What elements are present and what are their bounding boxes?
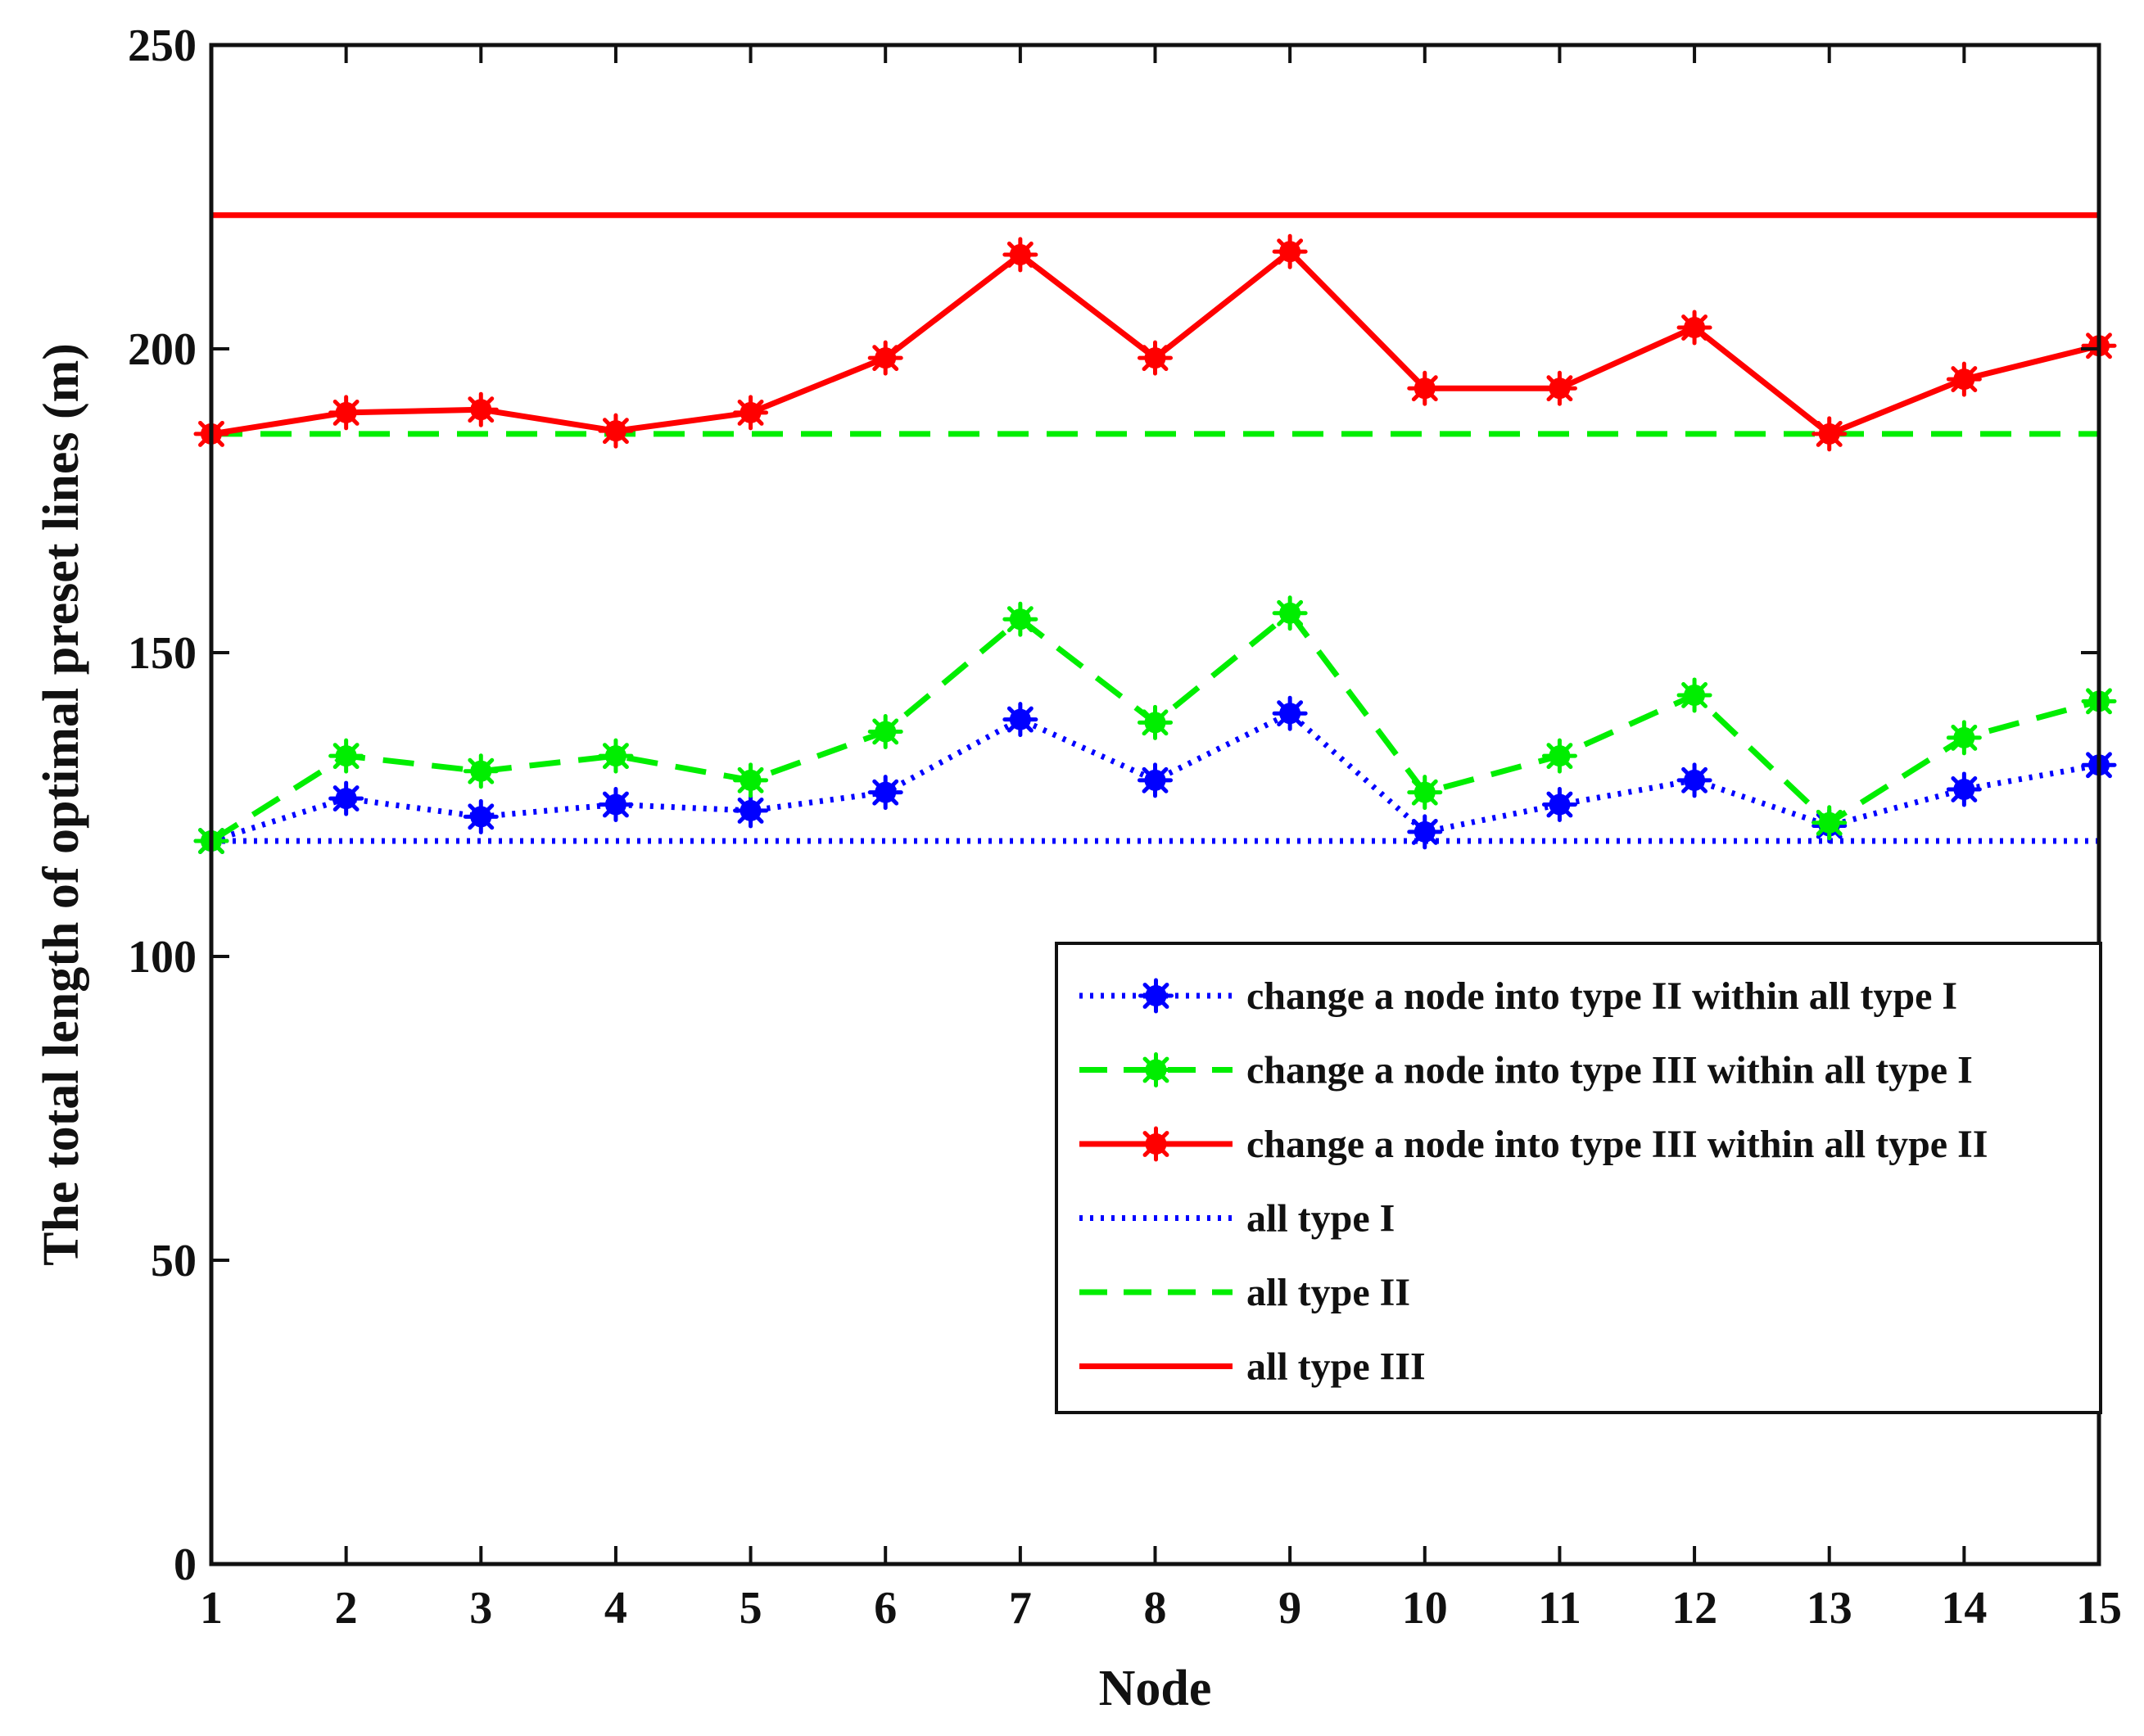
y-tick-label: 50 — [151, 1236, 197, 1286]
series-3-point-14 — [1946, 361, 1982, 397]
x-tick-label: 13 — [1807, 1583, 1852, 1634]
series-2-point-9 — [1272, 595, 1308, 631]
x-tick-label: 5 — [740, 1583, 762, 1634]
series-2-point-2 — [328, 738, 364, 774]
x-tick-label: 2 — [335, 1583, 358, 1634]
y-tick-label: 0 — [174, 1539, 197, 1590]
series-1-point-11 — [1541, 787, 1577, 822]
series-1-point-2 — [328, 780, 364, 816]
legend-marker-1 — [1138, 978, 1174, 1014]
legend-marker-2 — [1138, 1052, 1174, 1087]
series-2-point-5 — [733, 762, 769, 798]
series-2-point-4 — [598, 738, 634, 774]
series-3-point-8 — [1138, 340, 1173, 376]
y-axis-title: The total length of optimal preset lines… — [34, 343, 89, 1266]
series-3-point-10 — [1407, 370, 1443, 406]
series-2-point-12 — [1676, 677, 1712, 713]
y-tick-label: 100 — [128, 932, 197, 983]
series-3-point-13 — [1812, 416, 1848, 452]
x-tick-label: 8 — [1144, 1583, 1167, 1634]
series-3-point-9 — [1272, 233, 1308, 269]
series-1-point-6 — [867, 775, 903, 811]
series-1-point-9 — [1272, 695, 1308, 731]
series-3-point-7 — [1002, 237, 1038, 273]
x-tick-label: 3 — [469, 1583, 492, 1634]
y-tick-label: 250 — [128, 20, 197, 71]
legend-label-2: change a node into type III within all t… — [1246, 1049, 1973, 1092]
x-tick-label: 1 — [200, 1583, 223, 1634]
series-3-point-2 — [328, 395, 364, 431]
series-2-point-3 — [463, 753, 499, 789]
series-1-point-12 — [1676, 762, 1712, 798]
series-1-point-4 — [598, 787, 634, 822]
series-3-point-12 — [1676, 310, 1712, 346]
series-layer — [193, 212, 2117, 859]
y-tick-label: 200 — [128, 324, 197, 375]
series-3-point-11 — [1541, 370, 1577, 406]
series-1-point-10 — [1407, 814, 1443, 850]
series-2-point-8 — [1138, 704, 1173, 740]
series-3-point-3 — [463, 391, 499, 427]
legend-label-4: all type I — [1246, 1197, 1395, 1241]
series-2-point-14 — [1946, 720, 1982, 756]
series-2-point-11 — [1541, 738, 1577, 774]
x-tick-label: 12 — [1671, 1583, 1717, 1634]
legend: change a node into type II within all ty… — [1055, 942, 2102, 1414]
legend-label-6: all type III — [1246, 1345, 1426, 1389]
legend-marker-3 — [1138, 1126, 1174, 1162]
legend-label-5: all type II — [1246, 1271, 1410, 1314]
series-2-point-7 — [1002, 601, 1038, 637]
series-3-point-4 — [598, 413, 634, 449]
x-tick-label: 7 — [1009, 1583, 1032, 1634]
legend-label-3: change a node into type III within all t… — [1246, 1123, 1988, 1166]
x-axis-title: Node — [1099, 1661, 1212, 1716]
x-tick-label: 15 — [2076, 1583, 2122, 1634]
series-2-point-6 — [867, 713, 903, 749]
legend-box — [1055, 942, 2102, 1414]
legend-label-1: change a node into type II within all ty… — [1246, 974, 1957, 1018]
series-1-point-3 — [463, 798, 499, 834]
y-tick-label: 150 — [128, 628, 197, 679]
series-2-point-10 — [1407, 775, 1443, 811]
x-tick-label: 14 — [1941, 1583, 1987, 1634]
series-1-point-7 — [1002, 702, 1038, 738]
series-line-1 — [210, 710, 2100, 844]
x-tick-label: 10 — [1402, 1583, 1448, 1634]
series-1-point-5 — [733, 793, 769, 829]
x-tick-label: 9 — [1278, 1583, 1301, 1634]
series-1-point-14 — [1946, 771, 1982, 807]
series-1-point-8 — [1138, 762, 1173, 798]
series-2-point-13 — [1812, 805, 1848, 841]
x-tick-label: 11 — [1538, 1583, 1581, 1634]
series-3-point-6 — [867, 340, 903, 376]
x-tick-label: 6 — [874, 1583, 897, 1634]
x-tick-label: 4 — [604, 1583, 627, 1634]
series-3-point-5 — [733, 395, 769, 431]
